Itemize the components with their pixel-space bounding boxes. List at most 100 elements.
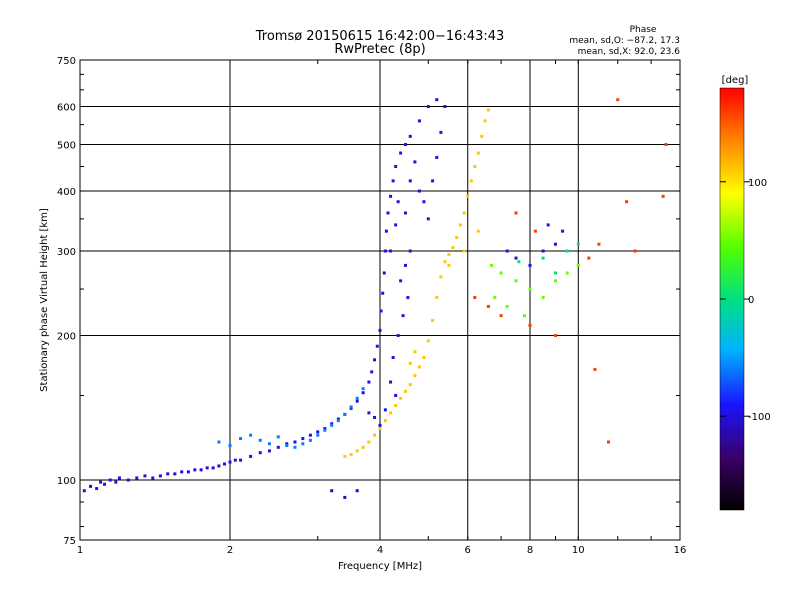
data-point	[480, 134, 484, 138]
data-point	[597, 242, 601, 246]
data-point	[361, 387, 365, 391]
data-point	[228, 444, 232, 448]
data-point	[447, 263, 451, 267]
data-point	[205, 466, 209, 470]
data-point	[426, 217, 430, 221]
data-point	[431, 179, 435, 183]
data-point	[117, 476, 121, 480]
data-point	[523, 314, 527, 318]
data-point	[378, 328, 382, 332]
data-point	[462, 249, 466, 253]
stats-header: Phase	[630, 25, 657, 35]
data-point	[408, 383, 412, 387]
data-point	[633, 249, 637, 253]
data-point	[103, 482, 107, 486]
data-point	[399, 151, 403, 155]
data-point	[408, 249, 412, 253]
x-axis-label: Frequency [MHz]	[338, 561, 422, 572]
x-tick-label: 10	[572, 545, 585, 556]
x-tick-label: 16	[674, 545, 687, 556]
data-point	[355, 396, 359, 400]
data-point	[249, 433, 253, 437]
data-point	[186, 470, 190, 474]
data-point	[166, 472, 170, 476]
data-point	[378, 427, 382, 431]
data-point	[408, 179, 412, 183]
data-points	[82, 98, 668, 499]
data-point	[89, 484, 93, 488]
data-point	[553, 271, 557, 275]
y-axis-label: Stationary phase Virtual Height [km]	[39, 208, 50, 392]
data-point	[426, 339, 430, 343]
data-point	[447, 253, 451, 257]
data-point	[99, 480, 103, 484]
x-tick-label: 8	[527, 545, 533, 556]
data-point	[403, 389, 407, 393]
data-point	[276, 445, 280, 449]
data-point	[293, 440, 297, 444]
colorbar-tick-label: 0	[748, 295, 754, 306]
data-point	[158, 474, 162, 478]
data-point	[239, 437, 243, 441]
data-point	[408, 134, 412, 138]
data-point	[435, 98, 439, 102]
data-point	[239, 458, 243, 462]
stats-x: mean, sd,X: 92.0, 23.6	[578, 47, 681, 57]
ticks: 1 2 4 6 8 10 16 75 100 200 300 400 500 600 750	[57, 56, 686, 556]
data-point	[355, 489, 359, 493]
data-point	[367, 440, 371, 444]
data-point	[173, 472, 177, 476]
y-tick-label: 750	[57, 56, 76, 67]
data-point	[396, 334, 400, 338]
data-point	[616, 98, 620, 102]
data-point	[355, 399, 359, 403]
data-point	[664, 143, 668, 147]
colorbar-label: [deg]	[722, 75, 749, 86]
data-point	[576, 242, 580, 246]
data-point	[394, 394, 398, 398]
colorbar-tick-label: -100	[748, 412, 771, 423]
data-point	[396, 200, 400, 204]
data-point	[490, 263, 494, 267]
data-point	[383, 408, 387, 412]
data-point	[343, 454, 347, 458]
data-point	[541, 256, 545, 260]
data-point	[473, 164, 477, 168]
data-point	[455, 236, 459, 240]
data-point	[486, 108, 490, 112]
data-point	[553, 279, 557, 283]
data-point	[355, 449, 359, 453]
data-point	[378, 423, 382, 427]
data-point	[330, 423, 334, 427]
data-point	[151, 476, 155, 480]
data-point	[316, 433, 320, 437]
data-point	[607, 440, 611, 444]
data-point	[349, 453, 353, 457]
data-point	[343, 495, 347, 499]
data-point	[336, 419, 340, 423]
data-point	[431, 318, 435, 322]
data-point	[285, 442, 289, 446]
data-point	[267, 449, 271, 453]
x-tick-label: 1	[77, 545, 83, 556]
data-point	[413, 350, 417, 354]
data-point	[199, 468, 203, 472]
data-point	[180, 470, 184, 474]
data-point	[391, 355, 395, 359]
data-point	[514, 256, 518, 260]
y-tick-label: 600	[57, 103, 76, 114]
data-point	[361, 445, 365, 449]
data-point	[193, 468, 197, 472]
data-point	[661, 194, 665, 198]
data-point	[394, 164, 398, 168]
data-point	[587, 256, 591, 260]
data-point	[267, 442, 271, 446]
data-point	[367, 411, 371, 415]
data-point	[285, 444, 289, 448]
data-point	[401, 314, 405, 318]
data-point	[383, 419, 387, 423]
data-point	[223, 462, 227, 466]
data-point	[258, 438, 262, 442]
data-point	[389, 411, 393, 415]
data-point	[499, 314, 503, 318]
